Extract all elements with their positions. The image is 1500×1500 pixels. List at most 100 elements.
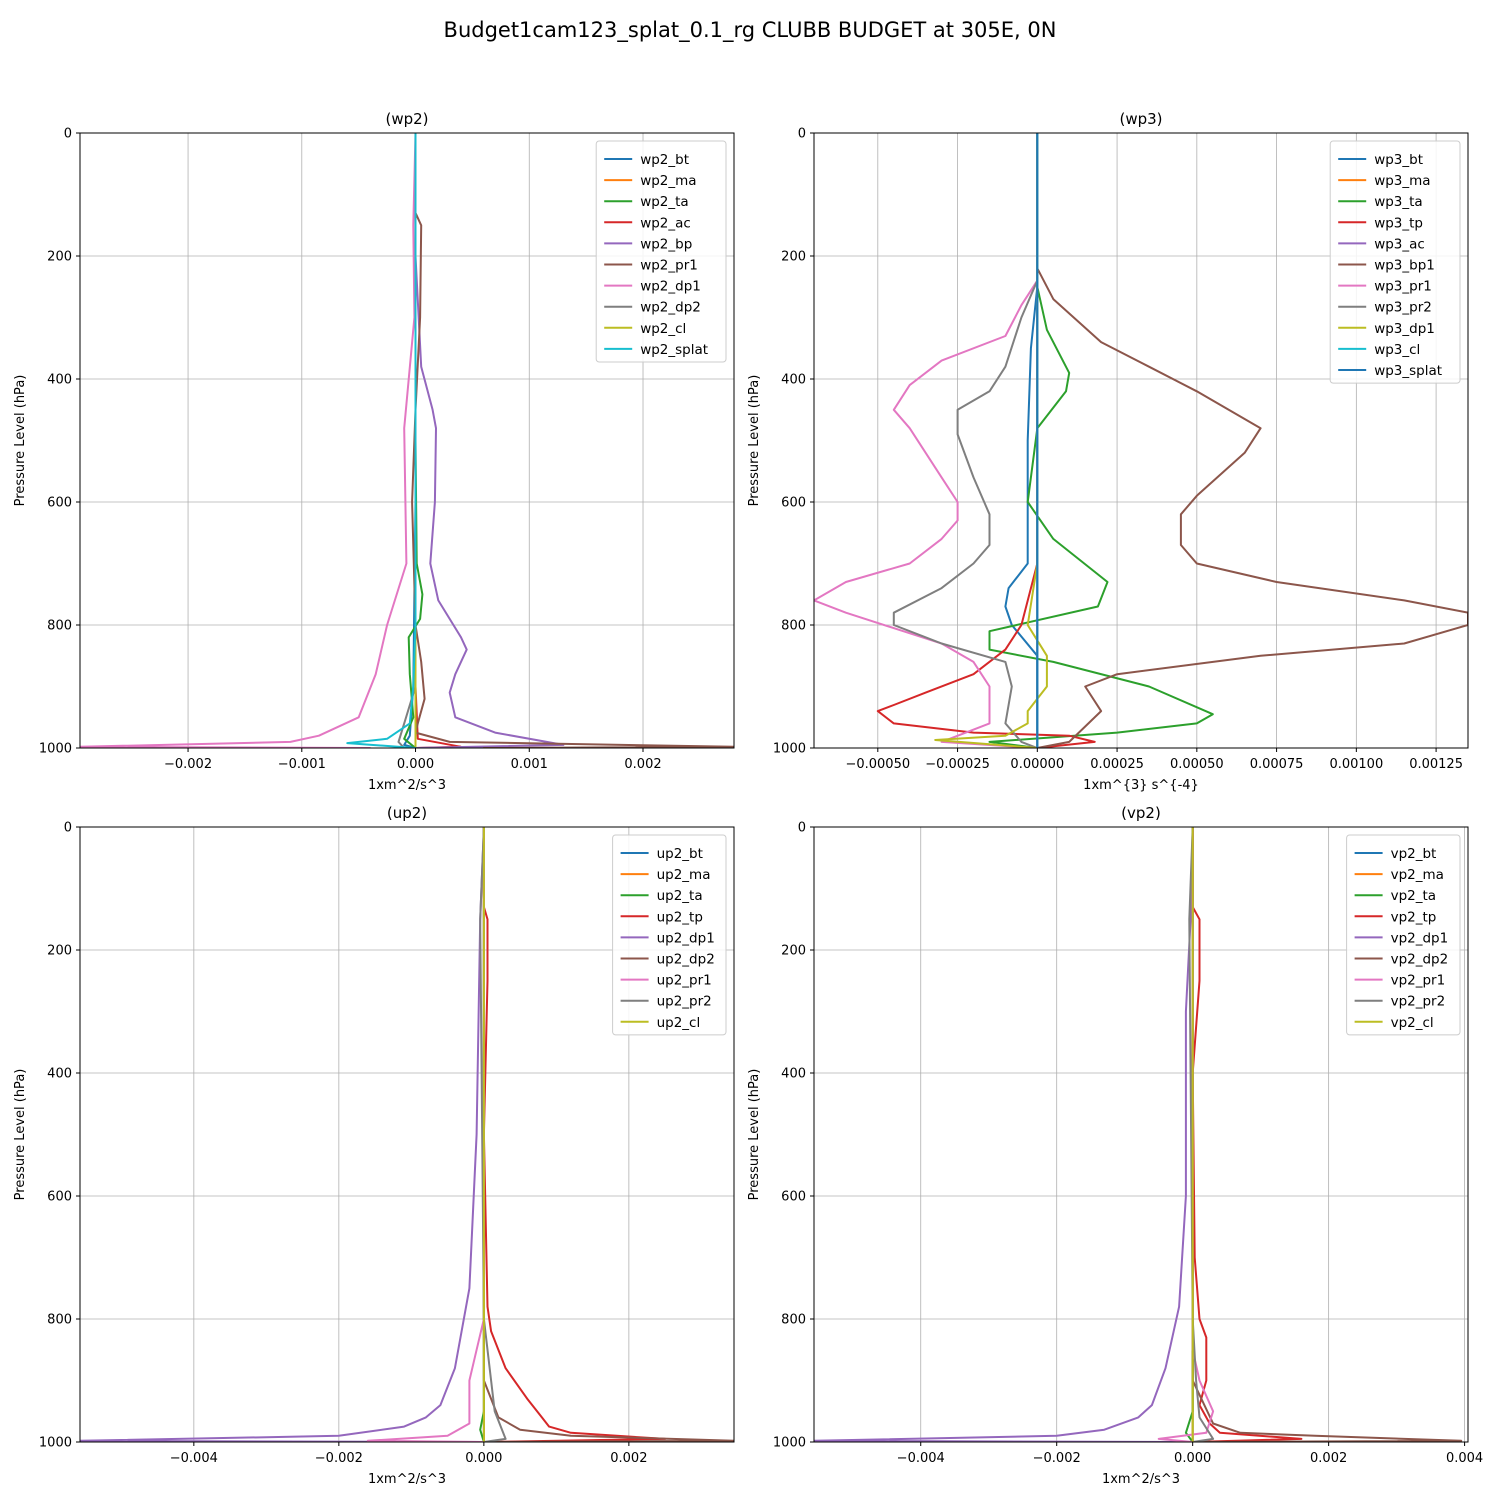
series-line-wp2_dp1 xyxy=(80,133,417,748)
x-tick-label: −0.001 xyxy=(278,757,326,772)
y-tick-label: 1000 xyxy=(773,742,806,757)
y-tick-label: 0 xyxy=(798,127,806,142)
legend: vp2_bt vp2_ma vp2_ta vp2_tp vp2_dp1 vp2_dp2vp… xyxy=(1346,834,1461,1036)
y-tick-label: 200 xyxy=(47,944,72,959)
x-axis-label: 1xm^2/s^3 xyxy=(368,1472,446,1487)
series-line-vp2_tp xyxy=(1191,827,1303,1442)
x-tick-label: 0.004 xyxy=(1446,1451,1483,1466)
plot-frame xyxy=(79,132,735,749)
x-tick-label: −0.00025 xyxy=(925,757,990,772)
y-tick-label: 800 xyxy=(781,1313,806,1328)
y-tick-label: 200 xyxy=(781,250,806,265)
legend: up2_bt up2_ma up2_ta up2_tp up2_dp1 up2_dp2up… xyxy=(612,834,727,1036)
legend-label: up2_ma xyxy=(657,867,711,883)
y-tick-label: 1000 xyxy=(39,742,72,757)
y-tick-label: 600 xyxy=(781,1190,806,1205)
legend: wp3_bt wp3_ma wp3_ta wp3_tp wp3_ac wp3_bp1 wp3… xyxy=(1329,140,1461,384)
series-line-vp2_pr2 xyxy=(1188,827,1215,1442)
y-axis-label: Pressure Level (hPa) xyxy=(747,375,762,507)
legend-label: up2_cl xyxy=(657,1015,701,1031)
legend-label: wp2_ta xyxy=(640,194,689,210)
legend-label: up2_tp xyxy=(657,909,703,925)
series-group xyxy=(80,827,734,1442)
panel-wp2: (wp2) 1xm^2/s^3 Pressure Level (hPa) −0.… xyxy=(13,110,735,793)
x-tick-label: −0.002 xyxy=(1033,1451,1081,1466)
legend-label: wp3_bp1 xyxy=(1374,258,1435,274)
figure-title: Budget1cam123_splat_0.1_rg CLUBB BUDGET … xyxy=(444,18,1057,43)
series-line-up2_pr2 xyxy=(479,827,507,1442)
x-tick-label: 0.002 xyxy=(624,757,661,772)
x-axis-label: 1xm^2/s^3 xyxy=(368,778,446,793)
legend-label: wp3_ta xyxy=(1374,194,1423,210)
legend-label: vp2_pr1 xyxy=(1391,973,1446,989)
plot-frame xyxy=(813,826,1469,1443)
x-tick-label: −0.002 xyxy=(315,1451,363,1466)
y-tick-label: 200 xyxy=(781,944,806,959)
y-tick-label: 800 xyxy=(47,619,72,634)
y-tick-label: 600 xyxy=(781,496,806,511)
legend-label: wp3_pr1 xyxy=(1374,279,1432,295)
legend-label: wp3_cl xyxy=(1374,342,1420,358)
legend-label: wp2_dp1 xyxy=(640,279,701,295)
legend-label: wp2_bp xyxy=(640,236,692,252)
y-tick-label: 800 xyxy=(47,1313,72,1328)
legend-label: wp2_pr1 xyxy=(640,258,698,274)
series-line-wp3_ta xyxy=(988,133,1214,748)
legend-label: vp2_ta xyxy=(1391,888,1436,904)
legend-label: wp3_tp xyxy=(1374,215,1423,231)
x-tick-label: 0.002 xyxy=(610,1451,647,1466)
legend-box xyxy=(612,834,727,1036)
y-tick-label: 400 xyxy=(781,1067,806,1082)
x-tick-label: 0.00100 xyxy=(1329,757,1383,772)
x-tick-label: 0.00000 xyxy=(1010,757,1064,772)
x-tick-label: 0.00075 xyxy=(1250,757,1304,772)
legend-label: vp2_pr2 xyxy=(1391,994,1446,1010)
y-axis-label: Pressure Level (hPa) xyxy=(13,1069,28,1201)
legend-label: vp2_dp1 xyxy=(1391,930,1449,946)
x-tick-label: −0.004 xyxy=(170,1451,218,1466)
legend-label: wp3_splat xyxy=(1374,363,1442,379)
series-line-wp3_bp1 xyxy=(1036,133,1468,748)
panel-title: (wp3) xyxy=(1119,110,1162,128)
series-line-up2_pr1 xyxy=(366,827,485,1442)
legend-box xyxy=(1346,834,1461,1036)
y-tick-label: 600 xyxy=(47,496,72,511)
legend-label: wp2_dp2 xyxy=(640,300,701,316)
panel-wp3: (wp3) 1xm^{3} s^{-4} Pressure Level (hPa… xyxy=(747,110,1469,793)
y-tick-label: 0 xyxy=(64,821,72,836)
x-tick-label: 0.000 xyxy=(465,1451,502,1466)
series-group xyxy=(814,133,1468,748)
panel-title: (wp2) xyxy=(385,110,428,128)
legend-label: vp2_cl xyxy=(1391,1015,1434,1031)
y-tick-label: 200 xyxy=(47,250,72,265)
y-tick-label: 600 xyxy=(47,1190,72,1205)
legend-label: wp3_ac xyxy=(1374,236,1425,252)
x-tick-label: 0.00050 xyxy=(1170,757,1224,772)
series-line-wp3_bt xyxy=(1004,133,1039,748)
x-tick-label: 0.002 xyxy=(1310,1451,1347,1466)
panel-vp2: (vp2) 1xm^2/s^3 Pressure Level (hPa) −0.… xyxy=(747,804,1483,1487)
panel-up2: (up2) 1xm^2/s^3 Pressure Level (hPa) −0.… xyxy=(13,804,735,1487)
legend-label: wp3_bt xyxy=(1374,152,1423,168)
x-axis-label: 1xm^{3} s^{-4} xyxy=(1083,778,1199,793)
legend-label: wp3_ma xyxy=(1374,173,1430,189)
legend-label: up2_dp1 xyxy=(657,930,715,946)
series-line-up2_tp xyxy=(482,827,667,1442)
series-line-wp2_splat xyxy=(346,133,417,748)
series-group xyxy=(814,827,1463,1442)
y-tick-label: 400 xyxy=(47,1067,72,1082)
plot-frame xyxy=(79,826,735,1443)
legend-label: up2_bt xyxy=(657,846,703,862)
x-tick-label: −0.004 xyxy=(897,1451,945,1466)
legend-label: vp2_tp xyxy=(1391,909,1437,925)
legend-label: wp3_dp1 xyxy=(1374,321,1435,337)
y-tick-label: 1000 xyxy=(39,1436,72,1451)
series-line-wp2_bp xyxy=(414,133,565,748)
y-tick-label: 800 xyxy=(781,619,806,634)
y-tick-label: 400 xyxy=(781,373,806,388)
x-tick-label: 0.00025 xyxy=(1090,757,1144,772)
legend-label: wp2_bt xyxy=(640,152,689,168)
y-tick-label: 0 xyxy=(798,821,806,836)
legend-label: vp2_ma xyxy=(1391,867,1444,883)
series-line-wp3_pr2 xyxy=(892,133,1039,748)
